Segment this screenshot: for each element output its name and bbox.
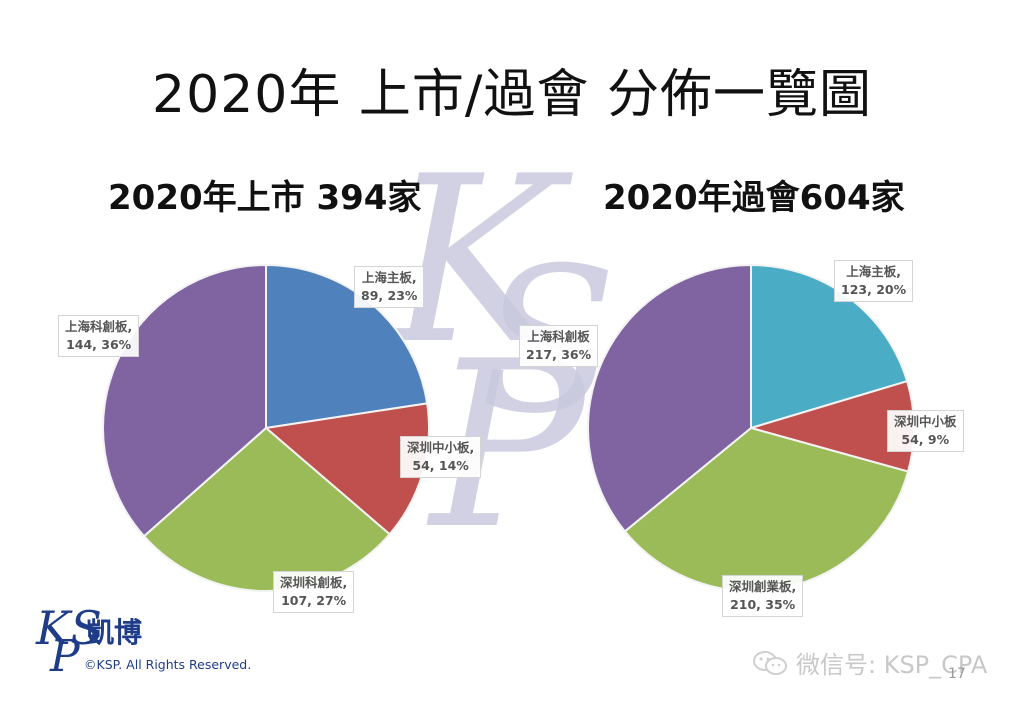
left-chart-title: 2020年上市 394家 xyxy=(108,178,422,218)
label-value: 144, 36% xyxy=(66,337,132,352)
left-label-shenzhen-star: 深圳科創板, 107, 27% xyxy=(273,571,355,613)
logo-chinese-name: 凱博 xyxy=(86,616,143,649)
label-name: 深圳中小板, xyxy=(407,440,475,455)
left-label-shenzhen-sme: 深圳中小板, 54, 14% xyxy=(400,436,482,478)
label-value: 89, 23% xyxy=(361,288,418,303)
wechat-icon xyxy=(753,650,787,675)
right-label-shanghai-star: 上海科創板 217, 36% xyxy=(519,325,599,367)
label-name: 深圳創業板, xyxy=(729,579,797,594)
ksp-logo: KS P 凱博 ©KSP. All Rights Reserved. xyxy=(36,605,296,685)
label-value: 54, 14% xyxy=(412,458,469,473)
left-label-shanghai-main: 上海主板, 89, 23% xyxy=(354,266,425,308)
label-name: 上海主板, xyxy=(846,264,901,279)
logo-mark-p: P xyxy=(50,631,80,682)
wechat-watermark: 微信号: KSP_CPA xyxy=(752,645,987,680)
right-pie-slice-3 xyxy=(587,263,752,533)
logo-mark-ks: KS xyxy=(36,601,102,655)
page-title: 2020年 上市/過會 分佈一覽圖 xyxy=(152,65,872,125)
label-value: 217, 36% xyxy=(526,347,592,362)
label-value: 123, 20% xyxy=(841,282,907,297)
copyright-text: ©KSP. All Rights Reserved. xyxy=(84,657,252,672)
label-name: 上海科創板 xyxy=(527,329,590,344)
right-label-shenzhen-chinext: 深圳創業板, 210, 35% xyxy=(722,575,804,617)
label-name: 上海科創板, xyxy=(65,319,133,334)
label-name: 深圳科創板, xyxy=(280,575,348,590)
label-value: 54, 9% xyxy=(901,432,950,447)
wechat-id-text: 微信号: KSP_CPA xyxy=(796,651,988,679)
left-pie xyxy=(102,263,430,592)
right-chart-title: 2020年過會604家 xyxy=(603,178,905,218)
right-pie xyxy=(587,263,915,592)
label-name: 深圳中小板 xyxy=(894,414,957,429)
label-value: 210, 35% xyxy=(730,597,796,612)
left-label-shanghai-star: 上海科創板, 144, 36% xyxy=(58,315,140,357)
left-pie-slice-2 xyxy=(142,426,392,592)
page-number: 17 xyxy=(948,666,966,682)
left-pie-slice-3 xyxy=(102,263,267,538)
label-name: 上海主板, xyxy=(361,270,417,285)
right-label-shenzhen-sme: 深圳中小板 54, 9% xyxy=(887,410,964,452)
right-label-shanghai-main: 上海主板, 123, 20% xyxy=(834,260,914,302)
label-value: 107, 27% xyxy=(281,593,347,608)
